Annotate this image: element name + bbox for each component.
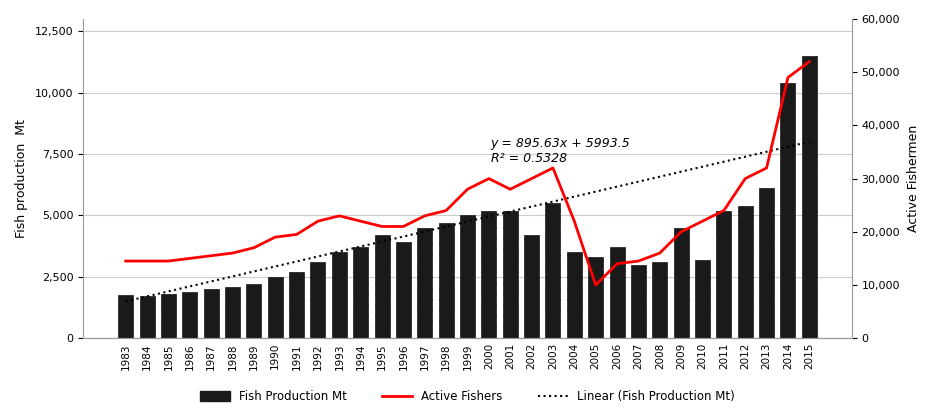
Bar bbox=[567, 252, 582, 338]
Bar bbox=[353, 247, 368, 338]
Bar bbox=[653, 262, 668, 338]
Bar bbox=[802, 56, 817, 338]
Bar bbox=[781, 83, 796, 338]
Bar bbox=[610, 247, 625, 338]
Y-axis label: Active Fishermen: Active Fishermen bbox=[907, 125, 920, 232]
Bar bbox=[460, 215, 475, 338]
Bar bbox=[503, 211, 518, 338]
Bar bbox=[525, 235, 539, 338]
Legend: Fish Production Mt, Active Fishers, Linear (Fish Production Mt): Fish Production Mt, Active Fishers, Line… bbox=[195, 385, 740, 408]
Bar bbox=[267, 277, 282, 338]
Y-axis label: Fish production  Mt: Fish production Mt bbox=[15, 119, 28, 238]
Bar bbox=[161, 294, 176, 338]
Bar bbox=[289, 272, 304, 338]
Bar bbox=[204, 289, 219, 338]
Bar bbox=[139, 296, 154, 338]
Bar bbox=[417, 228, 432, 338]
Bar bbox=[182, 291, 197, 338]
Bar bbox=[673, 228, 688, 338]
Bar bbox=[545, 203, 560, 338]
Bar bbox=[759, 189, 774, 338]
Bar bbox=[332, 252, 347, 338]
Bar bbox=[588, 257, 603, 338]
Bar bbox=[482, 211, 496, 338]
Bar bbox=[439, 223, 453, 338]
Text: y = 895.63x + 5993.5
R² = 0.5328: y = 895.63x + 5993.5 R² = 0.5328 bbox=[491, 137, 630, 165]
Bar bbox=[310, 262, 325, 338]
Bar bbox=[118, 295, 133, 338]
Bar bbox=[695, 260, 710, 338]
Bar bbox=[396, 242, 410, 338]
Bar bbox=[247, 284, 262, 338]
Bar bbox=[375, 235, 390, 338]
Bar bbox=[738, 206, 753, 338]
Bar bbox=[631, 265, 646, 338]
Bar bbox=[225, 287, 240, 338]
Bar bbox=[716, 211, 731, 338]
